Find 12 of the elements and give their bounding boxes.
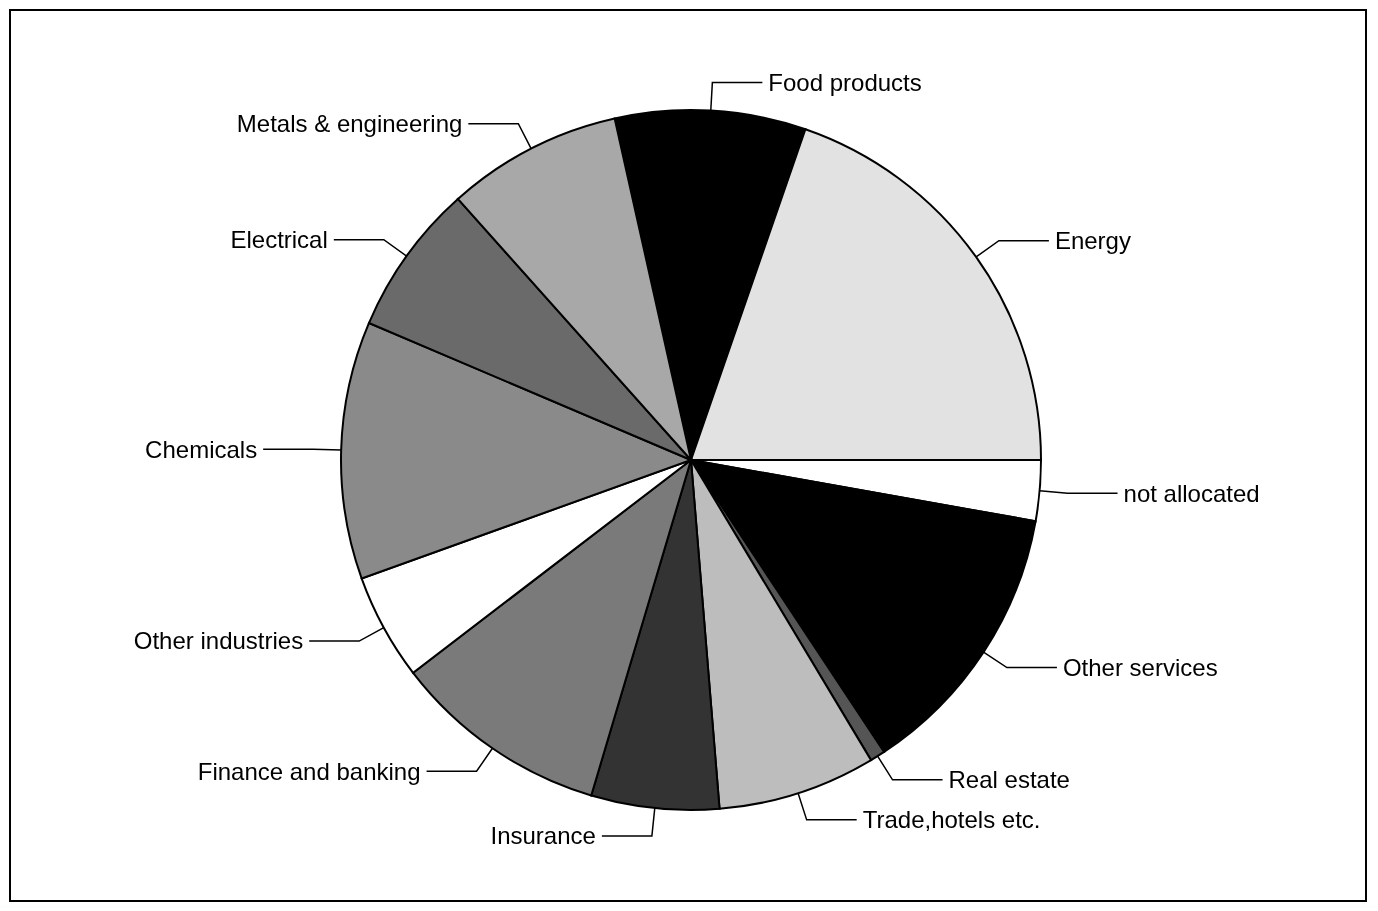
slice-label: Energy	[1054, 227, 1131, 255]
slice-label: Insurance	[490, 822, 596, 850]
slice-label: Other industries	[133, 627, 304, 655]
slice-label: Finance and banking	[197, 757, 421, 785]
slice-label: Real estate	[948, 766, 1070, 794]
slice-label: not allocated	[1123, 479, 1260, 507]
slice-label: Chemicals	[145, 435, 258, 463]
slice-label: Food products	[768, 69, 922, 96]
slice-label: Other services	[1062, 653, 1218, 681]
slice-label: Electrical	[230, 226, 328, 254]
slice-label: Trade,hotels etc.	[862, 806, 1041, 834]
slice-label: Metals & engineering	[236, 110, 463, 138]
